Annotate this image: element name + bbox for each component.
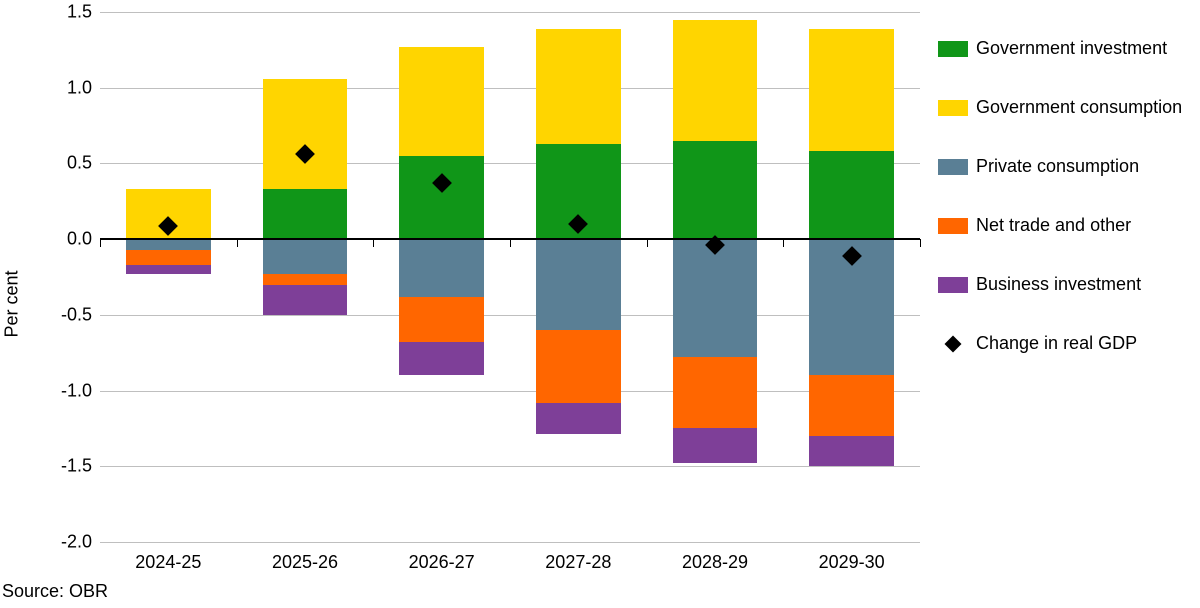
bar-segment [263,79,348,190]
y-tick-label: 0.0 [0,229,92,250]
y-tick-label: 0.5 [0,153,92,174]
legend-label: Government consumption [976,97,1182,118]
bar-segment [126,265,211,274]
gridline [100,88,920,89]
legend-swatch [938,100,968,116]
x-tick-mark [510,239,511,247]
bar-segment [673,357,758,428]
x-tick-label: 2029-30 [819,552,885,573]
source-text: Source: OBR [2,581,108,602]
legend-label: Government investment [976,38,1167,59]
legend-swatch [938,159,968,175]
legend-label: Net trade and other [976,215,1131,236]
bar-segment [673,20,758,141]
x-tick-mark [647,239,648,247]
y-tick-label: -1.5 [0,456,92,477]
legend-item: Government investment [938,38,1182,59]
bar-segment [126,239,211,250]
x-tick-label: 2026-27 [409,552,475,573]
legend-swatch [938,218,968,234]
legend-item: Private consumption [938,156,1182,177]
bar-segment [536,29,621,144]
gridline [100,163,920,164]
y-tick-label: 1.0 [0,77,92,98]
bar-segment [536,403,621,435]
x-tick-label: 2028-29 [682,552,748,573]
bar-segment [263,189,348,239]
legend-item: Government consumption [938,97,1182,118]
bar-segment [673,141,758,239]
bar-segment [399,297,484,342]
legend-marker-icon [938,336,968,352]
x-tick-mark [237,239,238,247]
gridline [100,391,920,392]
y-tick-label: -0.5 [0,304,92,325]
y-tick-label: -2.0 [0,532,92,553]
gridline [100,542,920,543]
chart-container: Per cent -2.0-1.5-1.0-0.50.00.51.01.5 20… [0,0,1200,608]
x-tick-label: 2027-28 [545,552,611,573]
bar-segment [399,239,484,297]
gridline [100,466,920,467]
bar-segment [399,156,484,239]
y-tick-label: -1.0 [0,380,92,401]
bar-segment [536,239,621,330]
x-tick-label: 2024-25 [135,552,201,573]
bar-segment [809,29,894,152]
x-tick-mark [783,239,784,247]
gridline [100,12,920,13]
bar-segment [536,330,621,403]
legend-label: Business investment [976,274,1141,295]
bar-segment [809,375,894,436]
bar-segment [126,250,211,265]
bar-segment [399,47,484,156]
legend-label: Change in real GDP [976,333,1137,354]
y-tick-label: 1.5 [0,2,92,23]
x-tick-mark [373,239,374,247]
plot-area [100,12,920,542]
bar-segment [673,428,758,463]
bar-segment [673,239,758,357]
legend-item: Business investment [938,274,1182,295]
bar-segment [263,285,348,315]
legend-item: Change in real GDP [938,333,1182,354]
x-tick-mark [920,239,921,247]
legend-label: Private consumption [976,156,1139,177]
legend-swatch [938,277,968,293]
x-tick-mark [100,239,101,247]
bar-segment [809,151,894,239]
bar-segment [263,239,348,274]
bar-segment [263,274,348,285]
legend-item: Net trade and other [938,215,1182,236]
y-tick-labels: -2.0-1.5-1.0-0.50.00.51.01.5 [0,12,92,542]
x-tick-label: 2025-26 [272,552,338,573]
gridline [100,315,920,316]
legend: Government investment Government consumpt… [938,38,1182,392]
bar-segment [399,342,484,375]
bar-segment [809,436,894,466]
legend-swatch [938,41,968,57]
